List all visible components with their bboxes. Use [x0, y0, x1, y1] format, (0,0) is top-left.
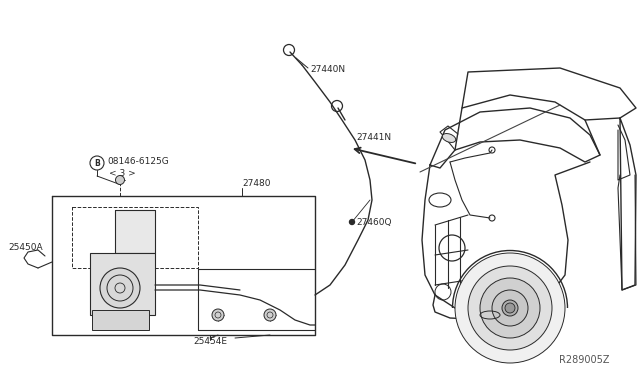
- Circle shape: [212, 309, 224, 321]
- Circle shape: [100, 268, 140, 308]
- Bar: [115, 210, 155, 253]
- Circle shape: [505, 303, 515, 313]
- Text: 27441N: 27441N: [356, 134, 391, 142]
- Bar: [90, 253, 155, 315]
- Text: 08146-6125G: 08146-6125G: [107, 157, 169, 167]
- Text: 27460Q: 27460Q: [356, 218, 392, 227]
- Text: 27480: 27480: [242, 179, 271, 187]
- Circle shape: [468, 266, 552, 350]
- Text: R289005Z: R289005Z: [559, 355, 610, 365]
- Circle shape: [492, 290, 528, 326]
- Text: 25454E: 25454E: [193, 337, 227, 346]
- Text: 25450A: 25450A: [8, 244, 43, 253]
- Circle shape: [349, 219, 355, 224]
- Text: B: B: [94, 158, 100, 167]
- Bar: [92, 310, 149, 330]
- Circle shape: [455, 253, 565, 363]
- Circle shape: [502, 300, 518, 316]
- Text: 27440N: 27440N: [310, 65, 345, 74]
- Circle shape: [264, 309, 276, 321]
- Circle shape: [115, 176, 125, 185]
- Text: < 3 >: < 3 >: [109, 169, 136, 177]
- Ellipse shape: [442, 134, 456, 142]
- Circle shape: [480, 278, 540, 338]
